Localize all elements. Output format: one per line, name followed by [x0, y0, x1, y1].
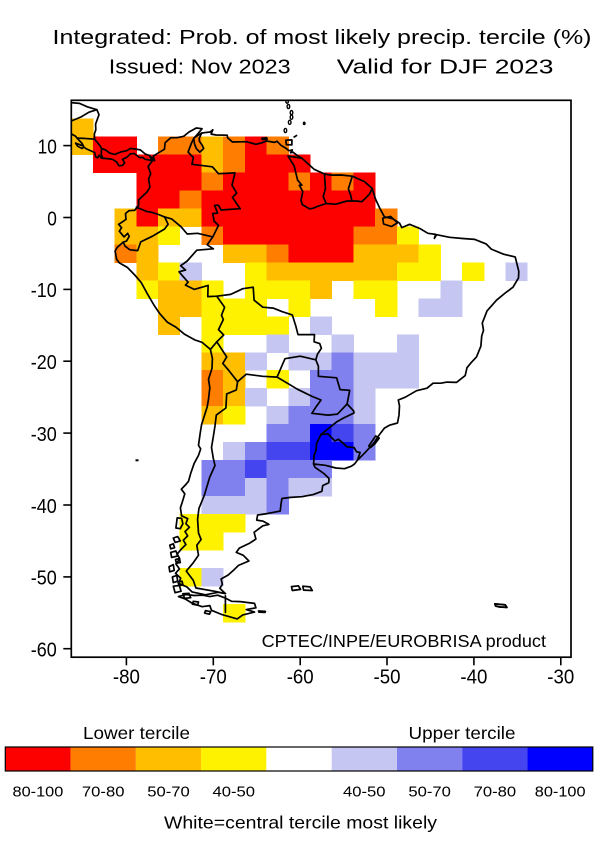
- svg-text:-30: -30: [547, 666, 574, 689]
- svg-text:White=central tercile most lik: White=central tercile most likely: [164, 813, 437, 833]
- svg-text:40-50: 40-50: [343, 785, 386, 801]
- svg-text:50-70: 50-70: [147, 785, 190, 801]
- svg-text:80-100: 80-100: [13, 785, 64, 801]
- svg-text:-80: -80: [113, 666, 140, 689]
- svg-text:70-80: 70-80: [82, 785, 125, 801]
- svg-text:-50: -50: [374, 666, 401, 689]
- svg-text:-20: -20: [31, 351, 57, 374]
- svg-text:10: 10: [38, 135, 57, 158]
- svg-text:-40: -40: [460, 666, 487, 689]
- svg-text:-70: -70: [200, 666, 227, 689]
- svg-text:-10: -10: [31, 279, 57, 302]
- svg-text:50-70: 50-70: [408, 785, 451, 801]
- svg-text:CPTEC/INPE/EUROBRISA product: CPTEC/INPE/EUROBRISA product: [262, 631, 547, 651]
- svg-text:-60: -60: [31, 639, 57, 662]
- svg-text:80-100: 80-100: [535, 785, 586, 801]
- svg-text:0: 0: [47, 207, 57, 230]
- svg-text:Valid for DJF 2023: Valid for DJF 2023: [337, 56, 554, 79]
- svg-text:-50: -50: [31, 567, 57, 590]
- svg-text:70-80: 70-80: [474, 785, 517, 801]
- svg-text:40-50: 40-50: [213, 785, 256, 801]
- svg-text:-60: -60: [287, 666, 314, 689]
- svg-text:-30: -30: [31, 423, 57, 446]
- svg-text:Upper tercile: Upper tercile: [409, 723, 516, 743]
- svg-text:Lower tercile: Lower tercile: [83, 723, 190, 743]
- svg-text:Integrated: Prob. of most like: Integrated: Prob. of most likely precip.…: [53, 26, 592, 49]
- svg-text:Issued: Nov 2023: Issued: Nov 2023: [109, 56, 291, 79]
- svg-text:-40: -40: [31, 495, 57, 518]
